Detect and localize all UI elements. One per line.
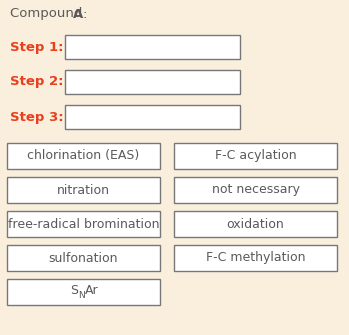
FancyBboxPatch shape (65, 35, 240, 59)
FancyBboxPatch shape (7, 177, 160, 203)
Text: free-radical bromination: free-radical bromination (8, 217, 159, 230)
Text: chlorination (EAS): chlorination (EAS) (27, 149, 140, 162)
Text: F-C methylation: F-C methylation (206, 252, 305, 265)
FancyBboxPatch shape (65, 70, 240, 94)
Text: sulfonation: sulfonation (49, 252, 118, 265)
FancyBboxPatch shape (65, 105, 240, 129)
Text: Step 1:: Step 1: (10, 41, 64, 54)
Text: F-C acylation: F-C acylation (215, 149, 296, 162)
FancyBboxPatch shape (7, 211, 160, 237)
Text: :: : (82, 7, 86, 20)
Text: Step 2:: Step 2: (10, 75, 64, 88)
FancyBboxPatch shape (7, 279, 160, 305)
FancyBboxPatch shape (174, 211, 337, 237)
Text: A: A (73, 7, 83, 20)
Text: S: S (70, 284, 79, 297)
Text: N: N (78, 290, 85, 299)
FancyBboxPatch shape (174, 245, 337, 271)
Text: oxidation: oxidation (227, 217, 284, 230)
Text: nitration: nitration (57, 184, 110, 197)
Text: Step 3:: Step 3: (10, 111, 64, 124)
Text: Compound: Compound (10, 7, 87, 20)
Text: not necessary: not necessary (211, 184, 299, 197)
FancyBboxPatch shape (174, 143, 337, 169)
FancyBboxPatch shape (174, 177, 337, 203)
FancyBboxPatch shape (7, 143, 160, 169)
FancyBboxPatch shape (7, 245, 160, 271)
Text: Ar: Ar (85, 284, 98, 297)
